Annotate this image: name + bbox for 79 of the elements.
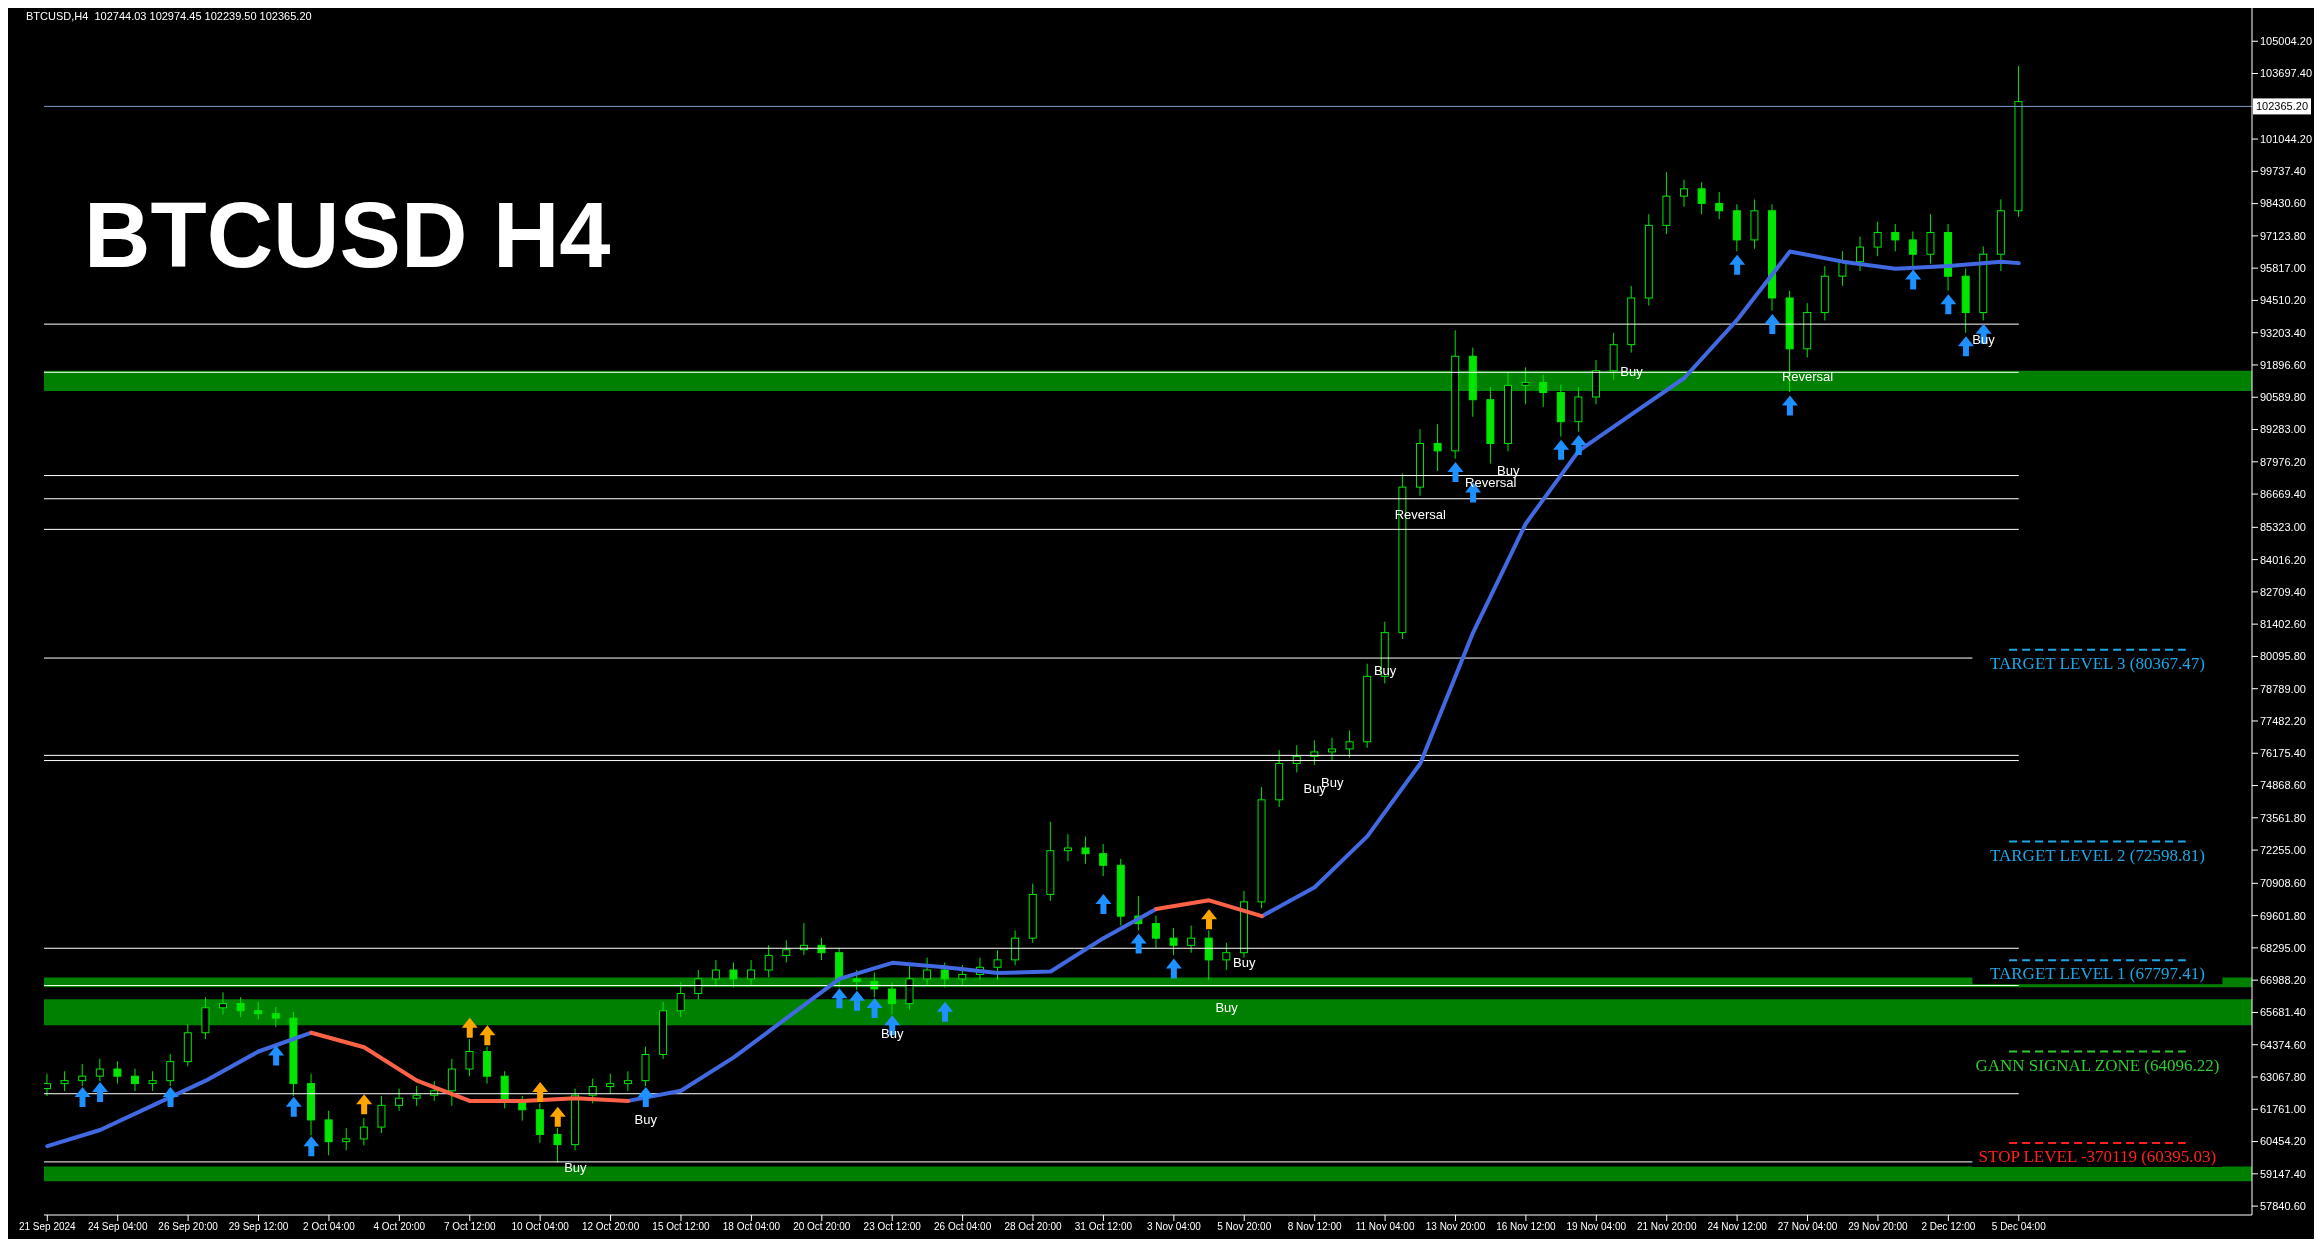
annotation: Buy <box>1215 999 1239 1015</box>
ref-line-label: STOP LEVEL -370119 (60395.03) <box>1978 1147 2217 1166</box>
y-tick-label: 60454.20 <box>2260 1135 2306 1148</box>
ref-line-label: TARGET LEVEL 2 (72598.81) <box>1989 845 2205 865</box>
y-tick-label: 87976.20 <box>2260 455 2306 468</box>
ref-line-label: TARGET LEVEL 3 (80367.47) <box>1989 653 2205 673</box>
y-tick-label: 61761.00 <box>2260 1103 2306 1116</box>
x-tick-label: 15 Oct 12:00 <box>652 1221 711 1233</box>
y-tick-label: 57840.60 <box>2260 1200 2306 1212</box>
y-tick-label: 99737.40 <box>2260 165 2306 178</box>
x-tick-label: 26 Oct 04:00 <box>933 1221 992 1233</box>
x-tick-label: 13 Nov 20:00 <box>1425 1221 1486 1233</box>
annotation: Buy <box>1233 955 1256 971</box>
x-tick-label: 31 Oct 12:00 <box>1074 1221 1133 1233</box>
annotation: Reversal <box>1781 368 1834 384</box>
annotation: BTCUSD,H4 102744.03 102974.45 102239.50 102365.20 <box>26 10 312 22</box>
x-tick-label: 29 Nov 20:00 <box>1848 1221 1909 1233</box>
y-tick-label: 77482.20 <box>2260 714 2306 727</box>
y-tick-label: 86669.40 <box>2260 487 2306 500</box>
x-tick-label: 4 Oct 20:00 <box>373 1221 426 1233</box>
y-tick-label: 68295.00 <box>2260 941 2306 954</box>
x-tick-label: 3 Nov 04:00 <box>1146 1221 1202 1233</box>
y-tick-label: 78789.00 <box>2260 682 2306 695</box>
x-tick-label: 24 Nov 12:00 <box>1707 1221 1768 1233</box>
x-tick-label: 24 Sep 04:00 <box>87 1221 148 1233</box>
x-tick-label: 2 Dec 12:00 <box>1921 1221 1976 1233</box>
y-tick-label: 74868.60 <box>2260 779 2306 792</box>
y-tick-label: 73561.80 <box>2260 811 2306 824</box>
x-tick-label: 21 Nov 20:00 <box>1636 1221 1697 1233</box>
y-tick-label: 65681.40 <box>2260 1006 2306 1019</box>
x-tick-label: 12 Oct 20:00 <box>581 1221 640 1233</box>
y-tick-label: 90589.80 <box>2260 391 2306 404</box>
y-tick-label: 91896.60 <box>2260 358 2306 371</box>
y-tick-label: 103697.40 <box>2260 67 2312 80</box>
annotation: Buy <box>881 1025 904 1041</box>
x-tick-label: 28 Oct 20:00 <box>1004 1221 1063 1233</box>
annotation: Buy <box>634 1112 658 1128</box>
x-tick-label: 16 Nov 12:00 <box>1496 1221 1557 1233</box>
y-tick-label: 81402.60 <box>2260 618 2306 631</box>
y-tick-label: 76175.40 <box>2260 747 2306 760</box>
x-tick-label: 21 Sep 2024 <box>18 1221 77 1233</box>
text: BTCUSD H4 <box>84 183 611 288</box>
annotation: Buy <box>564 1160 588 1176</box>
y-tick-label: 98430.60 <box>2260 197 2306 210</box>
x-tick-label: 20 Oct 20:00 <box>793 1221 851 1233</box>
x-tick-label: 5 Nov 20:00 <box>1217 1221 1272 1233</box>
ref-line-label: 102365.20 <box>2256 100 2308 113</box>
y-tick-label: 93203.40 <box>2260 326 2306 339</box>
y-tick-label: 95817.00 <box>2260 262 2306 275</box>
y-tick-label: 97123.80 <box>2260 229 2306 242</box>
y-tick-label: 105004.20 <box>2260 35 2312 48</box>
y-tick-label: 70908.60 <box>2260 877 2306 890</box>
x-tick-label: 10 Oct 04:00 <box>511 1221 570 1233</box>
y-tick-label: 69601.80 <box>2260 909 2306 922</box>
y-tick-label: 80095.80 <box>2260 650 2306 663</box>
x-tick-label: 8 Nov 12:00 <box>1287 1221 1343 1233</box>
y-tick-label: 85323.00 <box>2260 521 2306 534</box>
y-tick-label: 66988.20 <box>2260 974 2306 987</box>
x-tick-label: 19 Nov 04:00 <box>1566 1221 1627 1233</box>
ref-line-label: TARGET LEVEL 1 (67797.41) <box>1989 964 2205 984</box>
x-tick-label: 18 Oct 04:00 <box>722 1221 781 1233</box>
x-tick-label: 7 Oct 12:00 <box>443 1221 497 1233</box>
ref-line-label: GANN SIGNAL ZONE (64096.22) <box>1975 1055 2220 1075</box>
x-tick-label: 29 Sep 12:00 <box>228 1221 289 1233</box>
x-tick-label: 27 Nov 04:00 <box>1777 1221 1838 1233</box>
y-tick-label: 64374.60 <box>2260 1038 2306 1051</box>
y-tick-label: 94510.20 <box>2260 294 2306 307</box>
y-tick-label: 59147.40 <box>2260 1167 2306 1180</box>
y-tick-label: 72255.00 <box>2260 843 2306 856</box>
x-tick-label: 11 Nov 04:00 <box>1355 1221 1415 1233</box>
x-tick-label: 5 Dec 04:00 <box>1991 1221 2047 1233</box>
x-tick-label: 2 Oct 04:00 <box>303 1221 356 1233</box>
x-tick-label: 23 Oct 12:00 <box>863 1221 922 1233</box>
y-tick-label: 101044.20 <box>2260 132 2312 145</box>
y-tick-label: 82709.40 <box>2260 585 2306 598</box>
x-tick-label: 26 Sep 20:00 <box>158 1221 219 1233</box>
y-tick-label: 89283.00 <box>2260 423 2306 436</box>
y-tick-label: 84016.20 <box>2260 553 2306 566</box>
y-tick-label: 63067.80 <box>2260 1070 2306 1083</box>
